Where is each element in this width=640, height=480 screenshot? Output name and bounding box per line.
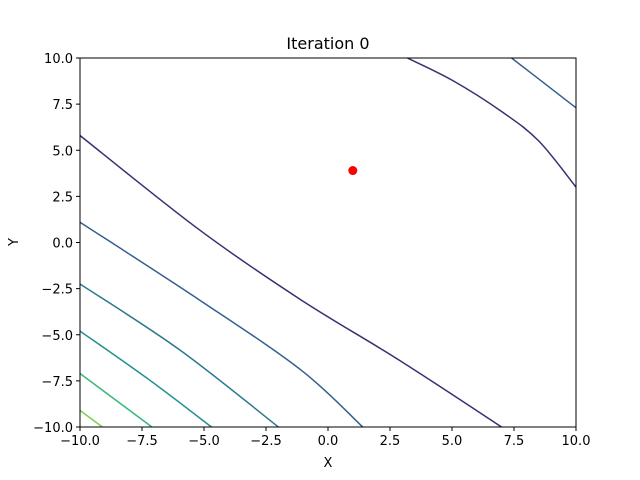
x-tick-label: 5.0 bbox=[442, 434, 463, 449]
y-tick-label: 7.5 bbox=[52, 98, 73, 113]
x-tick-label: −7.5 bbox=[126, 434, 158, 449]
x-axis-label: X bbox=[324, 456, 333, 471]
y-tick-label: −2.5 bbox=[41, 283, 73, 298]
chart-title: Iteration 0 bbox=[286, 34, 369, 53]
contour-line bbox=[80, 221, 364, 427]
contour-line bbox=[80, 283, 279, 427]
x-tick-label: 7.5 bbox=[504, 434, 525, 449]
contour-line bbox=[80, 409, 103, 427]
contour-line bbox=[80, 134, 503, 427]
plot-frame bbox=[79, 57, 577, 428]
y-tick-label: 10.0 bbox=[44, 52, 73, 67]
y-tick-label: 0.0 bbox=[52, 237, 73, 252]
x-tick-label: 10.0 bbox=[562, 434, 591, 449]
y-tick-label: −7.5 bbox=[41, 375, 73, 390]
y-tick-label: 5.0 bbox=[52, 144, 73, 159]
contour-line bbox=[407, 58, 576, 188]
y-tick-label: −5.0 bbox=[41, 329, 73, 344]
x-tick-label: 2.5 bbox=[380, 434, 401, 449]
contour-line bbox=[511, 58, 576, 109]
y-tick-label: 2.5 bbox=[52, 190, 73, 205]
x-tick-label: −5.0 bbox=[188, 434, 220, 449]
y-axis-label: Y bbox=[7, 238, 22, 247]
y-tick-label: −10.0 bbox=[33, 421, 73, 436]
x-tick-label: −10.0 bbox=[60, 434, 100, 449]
x-tick-label: −2.5 bbox=[250, 434, 282, 449]
x-tick-label: 0.0 bbox=[318, 434, 339, 449]
contour-line bbox=[80, 330, 212, 427]
point bbox=[348, 166, 358, 176]
contour-line bbox=[80, 372, 153, 427]
